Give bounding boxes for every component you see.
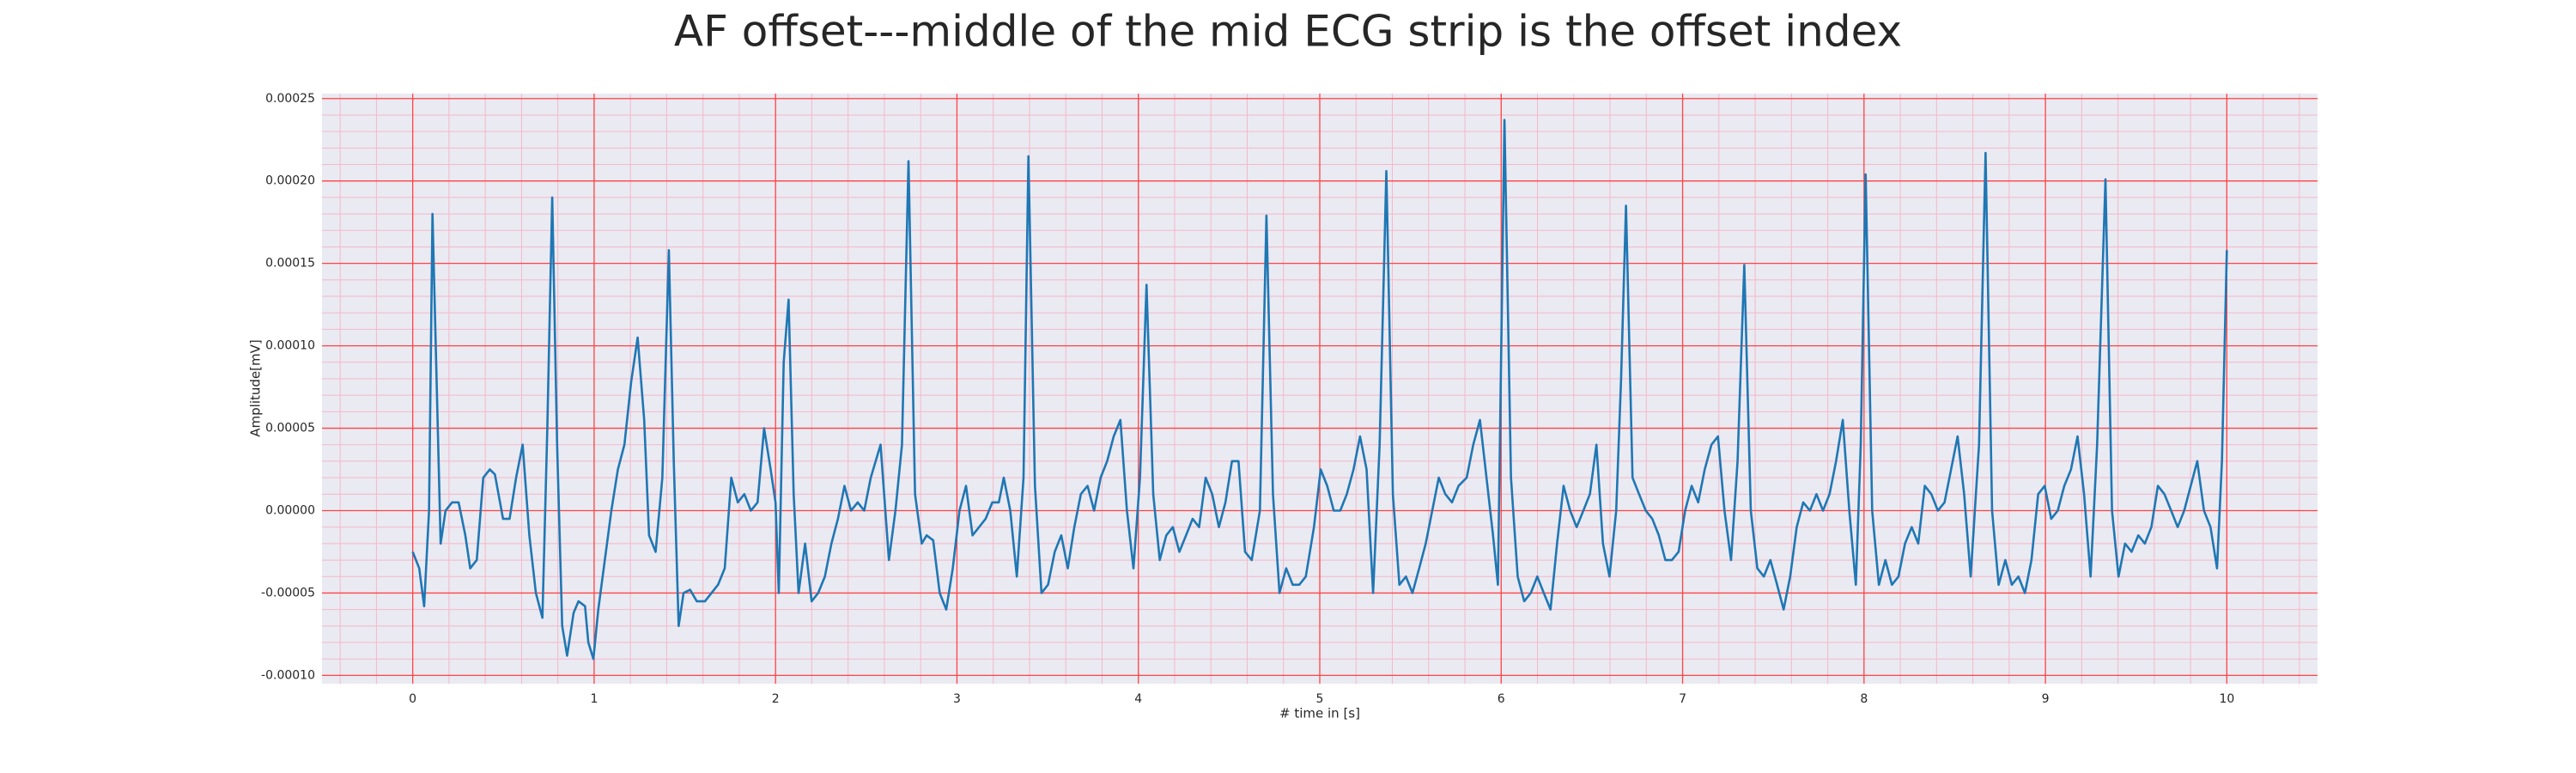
- x-tick-label: 3: [953, 692, 961, 706]
- x-tick-label: 7: [1679, 692, 1686, 706]
- x-tick-label: 8: [1860, 692, 1868, 706]
- y-tick-label: 0.00015: [265, 257, 315, 271]
- x-tick-label: 4: [1134, 692, 1142, 706]
- x-tick-label: 2: [772, 692, 780, 706]
- x-tick-label: 1: [590, 692, 598, 706]
- x-tick-label: 10: [2219, 692, 2234, 706]
- y-tick-label: -0.00005: [261, 586, 315, 600]
- y-tick-label: 0.00025: [265, 92, 315, 106]
- y-tick-label: 0.00020: [265, 174, 315, 188]
- y-axis-label: Amplitude[mV]: [248, 339, 264, 436]
- y-tick-label: 0.00000: [265, 504, 315, 518]
- chart-title: AF offset---middle of the mid ECG strip …: [674, 7, 1902, 57]
- y-tick-label: -0.00010: [261, 668, 315, 682]
- x-tick-label: 6: [1498, 692, 1505, 706]
- ecg-line: [411, 119, 2228, 660]
- y-tick-label: 0.00010: [265, 339, 315, 353]
- y-tick-label: 0.00005: [265, 422, 315, 435]
- x-axis-label: # time in [s]: [1279, 706, 1360, 721]
- x-tick-label: 5: [1316, 692, 1324, 706]
- x-tick-label: 9: [2042, 692, 2050, 706]
- x-tick-label: 0: [409, 692, 416, 706]
